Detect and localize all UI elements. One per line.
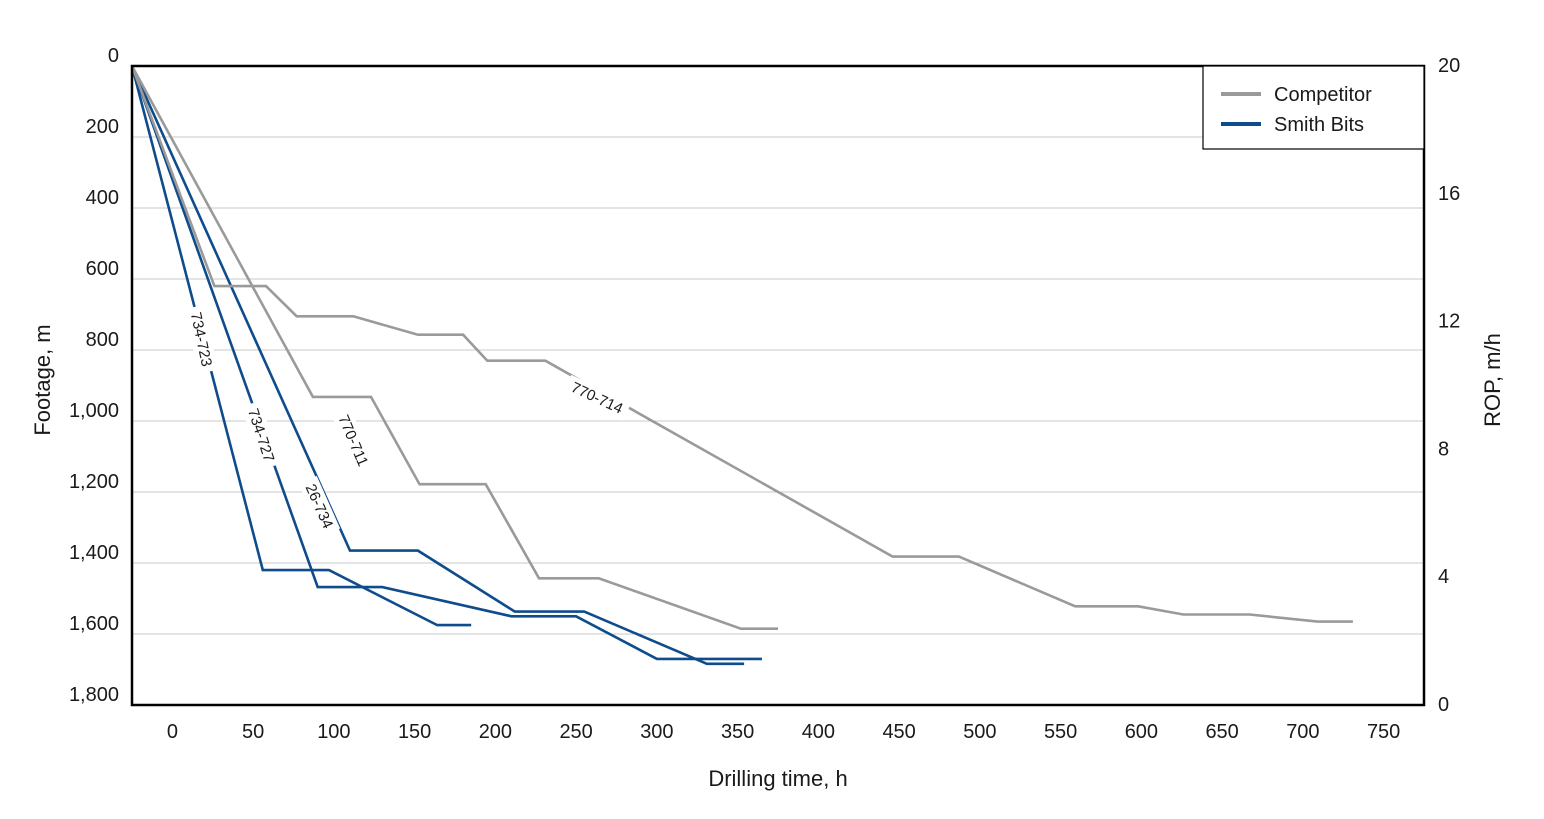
series-annotation-bg xyxy=(562,374,632,421)
series-annotation-734-727: 734-727 xyxy=(241,400,281,470)
y2-tick-label-8: 8 xyxy=(1438,438,1449,460)
x-axis-title: Drilling time, h xyxy=(708,766,847,791)
y-tick-label-400: 400 xyxy=(86,187,119,209)
x-tick-label-50: 50 xyxy=(242,721,264,743)
axis-ticks: 02004006008001,0001,2001,4001,6001,80020… xyxy=(69,45,1460,743)
x-tick-label-200: 200 xyxy=(479,721,512,743)
series-line-734-723 xyxy=(130,65,472,627)
y-tick-label-1-800: 1,800 xyxy=(69,684,119,706)
y-tick-label-0: 0 xyxy=(108,45,119,67)
series-line-770-714 xyxy=(130,65,1353,623)
y-tick-label-1-400: 1,400 xyxy=(69,542,119,564)
series-annotation-26-734: 26-734 xyxy=(298,475,341,537)
y2-tick-label-0: 0 xyxy=(1438,694,1449,716)
y-tick-label-600: 600 xyxy=(86,258,119,280)
gridlines xyxy=(132,136,1424,635)
series-annotation-text: 734-727 xyxy=(244,407,277,465)
x-tick-label-0: 0 xyxy=(167,721,178,743)
series-line-734-727 xyxy=(130,65,762,661)
x-tick-label-600: 600 xyxy=(1125,721,1158,743)
series-lines xyxy=(130,65,1353,666)
legend: Competitor Smith Bits xyxy=(1202,65,1425,150)
x-tick-label-400: 400 xyxy=(802,721,835,743)
x-tick-label-150: 150 xyxy=(398,721,431,743)
y-tick-label-1-000: 1,000 xyxy=(69,400,119,422)
x-tick-label-350: 350 xyxy=(721,721,754,743)
y-tick-label-200: 200 xyxy=(86,116,119,138)
y-tick-label-1-200: 1,200 xyxy=(69,471,119,493)
y-axis-title: Footage, m xyxy=(30,324,55,435)
x-tick-label-500: 500 xyxy=(963,721,996,743)
series-annotation-770-711: 770-711 xyxy=(331,406,376,475)
y-tick-label-1-600: 1,600 xyxy=(69,613,119,635)
legend-label-smith: Smith Bits xyxy=(1274,114,1364,136)
series-annotation-bg xyxy=(331,406,376,475)
x-tick-label-700: 700 xyxy=(1286,721,1319,743)
x-tick-label-100: 100 xyxy=(317,721,350,743)
x-tick-label-650: 650 xyxy=(1205,721,1238,743)
y2-tick-label-20: 20 xyxy=(1438,55,1460,77)
legend-label-competitor: Competitor xyxy=(1274,84,1372,106)
series-line-770-711 xyxy=(130,65,778,631)
y2-tick-label-12: 12 xyxy=(1438,311,1460,333)
legend-box xyxy=(1202,65,1425,150)
plot-frame xyxy=(130,64,1426,707)
series-annotation-bg xyxy=(298,475,341,537)
x-tick-label-250: 250 xyxy=(559,721,592,743)
y2-tick-label-16: 16 xyxy=(1438,183,1460,205)
series-line-26-734 xyxy=(130,65,745,666)
x-tick-label-450: 450 xyxy=(882,721,915,743)
series-annotation-text: 770-714 xyxy=(568,379,625,418)
x-tick-label-750: 750 xyxy=(1367,721,1400,743)
series-annotation-bg xyxy=(241,400,281,470)
x-tick-label-300: 300 xyxy=(640,721,673,743)
series-annotation-bg xyxy=(184,304,219,374)
y2-tick-label-4: 4 xyxy=(1438,566,1449,588)
series-annotation-734-723: 734-723 xyxy=(184,304,219,374)
series-annotation-770-714: 770-714 xyxy=(562,374,632,421)
y2-axis-title: ROP, m/h xyxy=(1480,333,1505,427)
y-tick-label-800: 800 xyxy=(86,329,119,351)
x-tick-label-550: 550 xyxy=(1044,721,1077,743)
